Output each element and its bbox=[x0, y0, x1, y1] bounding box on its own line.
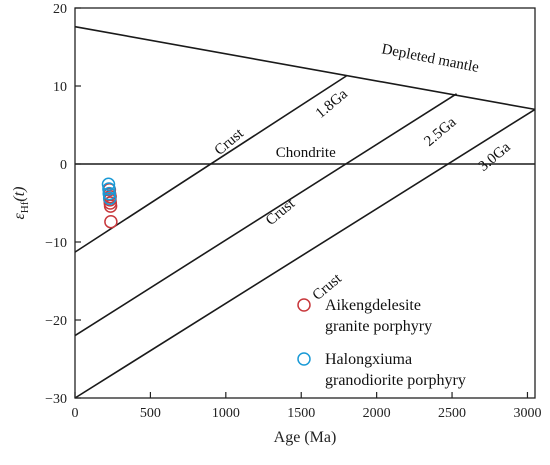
y-axis-title: εHf(t) bbox=[11, 186, 31, 219]
data-points bbox=[101, 177, 118, 229]
annotations: Depleted mantle 1.8Ga 2.5Ga 3.0Ga Chondrite C… bbox=[212, 41, 514, 303]
axis-ticks: 0 500 1000 1500 2000 2500 3000 −30 −20 −10 0 10 20 bbox=[45, 2, 541, 421]
legend-label: granite porphyry bbox=[325, 318, 432, 335]
annotation-depleted-mantle: Depleted mantle bbox=[380, 41, 480, 76]
reference-line-1-8ga-crust bbox=[74, 75, 347, 253]
plot-frame bbox=[74, 7, 536, 399]
x-axis-title: Age (Ma) bbox=[274, 429, 337, 446]
data-point-halongxiuma bbox=[101, 177, 116, 192]
annotation-crust: Crust bbox=[263, 195, 299, 229]
y-tick-label: −30 bbox=[45, 392, 67, 407]
annotation-1-8ga: 1.8Ga bbox=[313, 86, 351, 122]
data-point-aikengdelesite bbox=[104, 214, 118, 229]
x-tick-label: 1500 bbox=[287, 406, 315, 421]
annotation-3-0ga: 3.0Ga bbox=[476, 139, 514, 175]
reference-line-3-0ga-crust bbox=[74, 108, 536, 399]
annotation-2-5ga: 2.5Ga bbox=[421, 114, 459, 150]
y-axis-title-main: ε bbox=[11, 213, 28, 220]
annotation-crust: Crust bbox=[212, 125, 248, 159]
reference-line-depleted-mantle bbox=[74, 25, 536, 111]
legend: Aikengdelesite granite porphyry Halongxium… bbox=[297, 297, 466, 389]
y-tick-label: −20 bbox=[45, 314, 67, 329]
legend-label: Aikengdelesite bbox=[325, 297, 421, 314]
data-point-halongxiuma bbox=[102, 191, 117, 206]
legend-marker-halongxiuma bbox=[297, 352, 311, 366]
legend-marker-aikengdelesite bbox=[297, 298, 311, 312]
x-tick-label: 2000 bbox=[363, 406, 391, 421]
reference-lines bbox=[74, 25, 536, 399]
y-tick-label: −10 bbox=[45, 236, 67, 251]
y-axis-title-sub: Hf bbox=[19, 201, 31, 213]
data-point-halongxiuma bbox=[102, 182, 116, 196]
y-tick-label: 20 bbox=[53, 2, 67, 17]
y-tick-label: 0 bbox=[60, 158, 67, 173]
x-tick-label: 2500 bbox=[438, 406, 466, 421]
y-axis-title-rest: (t) bbox=[11, 186, 28, 201]
annotation-chondrite: Chondrite bbox=[276, 145, 336, 161]
legend-label: Halongxiuma bbox=[325, 351, 412, 368]
x-tick-label: 500 bbox=[140, 406, 161, 421]
y-tick-label: 10 bbox=[53, 80, 67, 95]
data-point-halongxiuma bbox=[102, 186, 116, 201]
x-tick-label: 1000 bbox=[212, 406, 240, 421]
x-tick-label: 3000 bbox=[513, 406, 541, 421]
legend-label: granodiorite porphyry bbox=[325, 372, 466, 389]
reference-line-2-5ga-crust bbox=[74, 93, 458, 337]
x-tick-label: 0 bbox=[72, 406, 79, 421]
